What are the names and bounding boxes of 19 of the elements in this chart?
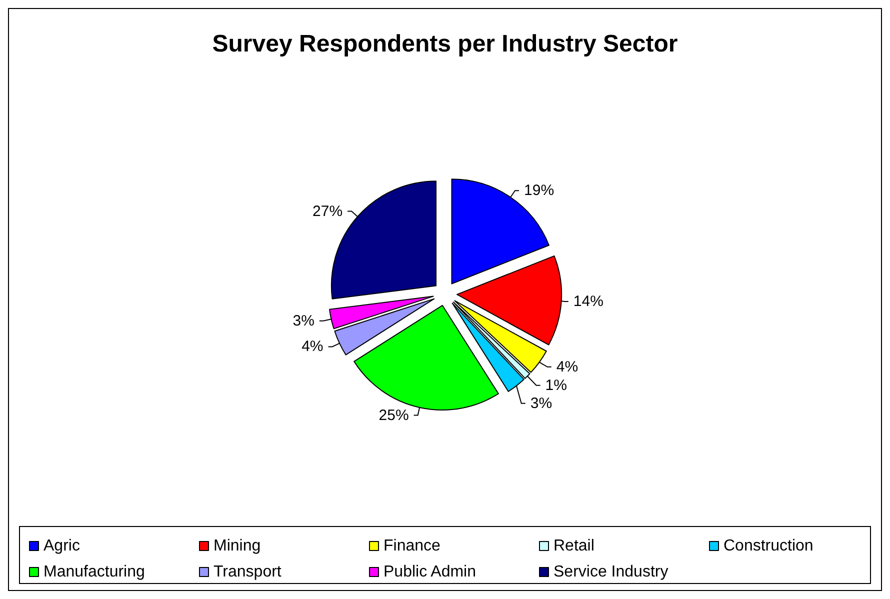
legend-label: Public Admin <box>384 564 476 580</box>
legend-label: Finance <box>384 538 441 554</box>
legend-label: Service Industry <box>554 564 668 580</box>
data-label: 14% <box>573 293 604 310</box>
legend-label: Mining <box>214 538 261 554</box>
legend-label: Agric <box>44 538 80 554</box>
chart-title: Survey Respondents per Industry Sector <box>212 30 678 58</box>
data-label: 27% <box>312 202 343 220</box>
data-label: 19% <box>524 182 554 200</box>
legend-label: Transport <box>214 564 282 580</box>
data-label: 4% <box>556 358 578 376</box>
data-label: 25% <box>378 406 409 424</box>
legend-label: Construction <box>724 538 814 554</box>
data-label: 3% <box>530 394 552 412</box>
data-label: 1% <box>545 376 567 394</box>
data-label: 4% <box>302 338 324 356</box>
data-label: 3% <box>292 312 314 330</box>
legend-label: Retail <box>554 538 594 554</box>
legend-label: Manufacturing <box>44 564 145 580</box>
